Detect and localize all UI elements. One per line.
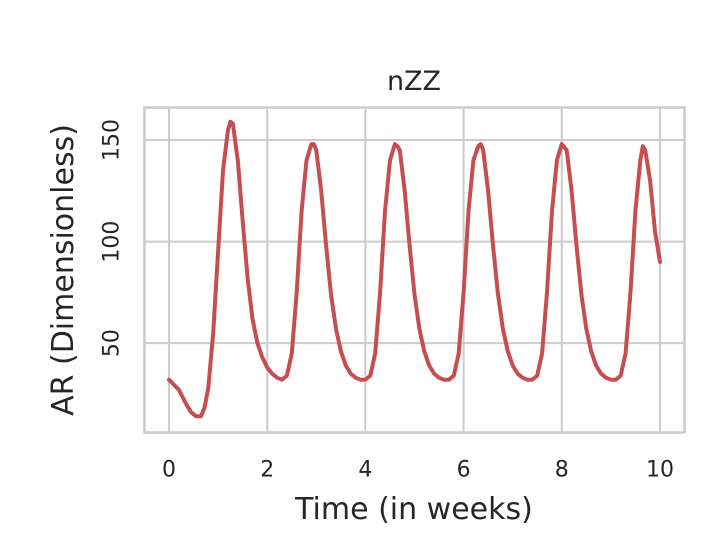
grid [144, 107, 685, 433]
x-tick-label: 10 [646, 458, 674, 483]
y-tick-label: 150 [100, 119, 125, 161]
y-axis-label: AR (Dimensionless) [46, 124, 81, 416]
x-axis-label: Time (in weeks) [294, 492, 533, 527]
x-tick-label: 6 [457, 458, 471, 483]
series-line [167, 119, 662, 419]
x-tick-label: 4 [358, 458, 372, 483]
y-tick-label: 50 [100, 329, 125, 357]
y-tick-label: 100 [100, 221, 125, 263]
tick-labels: 0 2 4 6 8 10 50 100 150 [100, 119, 674, 483]
x-tick-label: 8 [555, 458, 569, 483]
series-layer [167, 119, 662, 419]
x-tick-label: 2 [260, 458, 274, 483]
x-tick-label: 0 [162, 458, 176, 483]
plot-frame [143, 106, 686, 434]
chart-title: nZZ [387, 66, 441, 97]
